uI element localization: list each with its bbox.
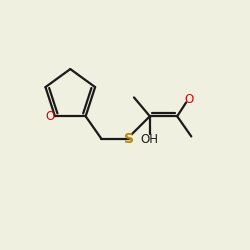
Text: S: S	[124, 132, 134, 146]
Text: OH: OH	[141, 133, 159, 146]
Text: O: O	[46, 110, 55, 123]
Text: O: O	[184, 94, 193, 106]
